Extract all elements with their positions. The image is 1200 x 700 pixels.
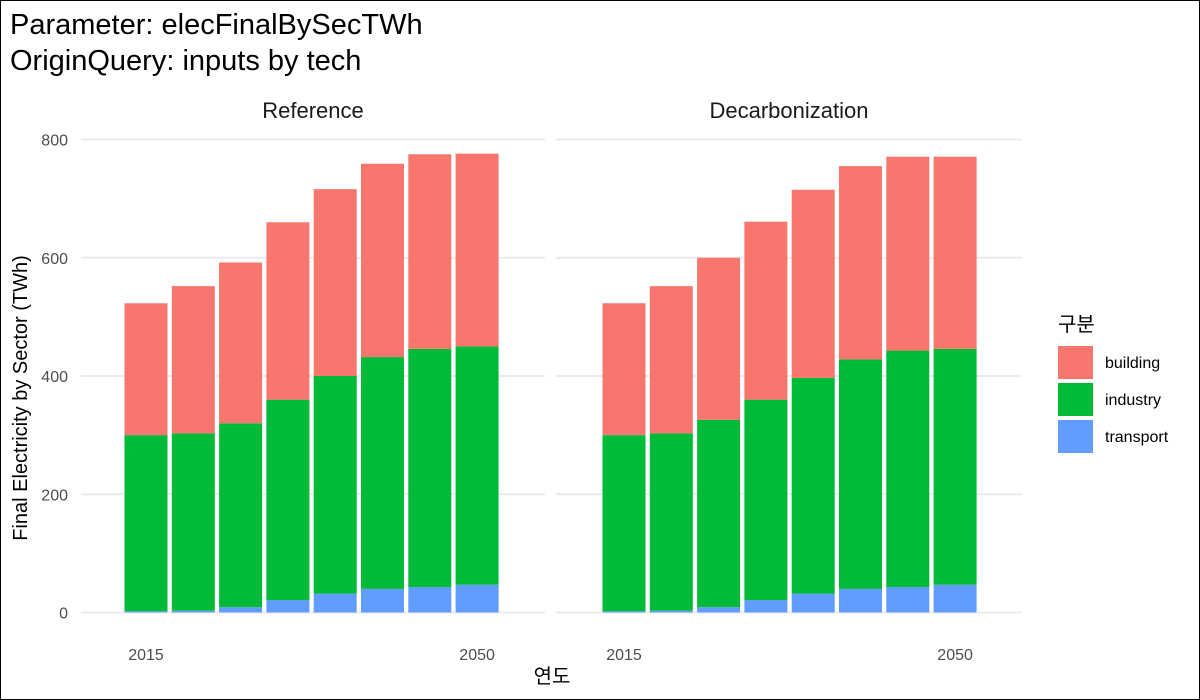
bar-transport-2050 [933,584,977,613]
bar-transport-2020 [171,610,215,613]
legend-label-industry: industry [1105,392,1161,409]
bar-industry-2015 [602,435,646,612]
bar-industry-2020 [649,433,693,611]
bar-building-2050 [455,153,499,347]
panel-decarbonization: Decarbonization 2015 2050 [556,98,1022,664]
panel-reference: Reference 0 200 400 600 800 2015 2050 [41,98,545,664]
bar-industry-2030 [744,399,788,601]
bar-transport-2045 [408,587,452,613]
bar-industry-2015 [124,435,168,612]
bar-building-2030 [266,222,310,400]
legend: 구분 building industry transport [1058,314,1169,453]
bar-transport-2040 [839,588,882,613]
bar-industry-2045 [408,348,452,588]
bar-industry-2050 [455,346,499,585]
bar-industry-2030 [266,399,310,601]
y-tick-label: 200 [41,487,68,504]
legend-title: 구분 [1058,314,1095,336]
legend-label-transport: transport [1105,429,1169,446]
bar-building-2045 [408,154,452,349]
bar-transport-2035 [313,593,357,613]
bar-transport-2030 [744,600,788,613]
legend-key-industry [1058,383,1093,416]
y-axis-label: Final Electricity by Sector (TWh) [10,255,32,541]
y-tick-label: 0 [59,606,68,623]
bar-building-2035 [313,189,357,376]
bar-transport-2050 [455,584,499,613]
bar-transport-2015 [124,611,168,613]
bar-building-2020 [649,286,693,434]
y-tick-label: 400 [41,369,68,386]
bar-building-2015 [602,303,646,436]
bar-building-2015 [124,303,168,436]
bar-industry-2045 [886,350,930,588]
y-tick-label: 800 [41,133,68,150]
legend-key-transport [1058,420,1093,453]
x-tick-label: 2050 [937,647,973,664]
bar-industry-2040 [361,357,404,589]
bar-building-2025 [219,262,263,424]
bar-industry-2025 [219,423,263,608]
bar-industry-2020 [171,433,215,611]
legend-key-building [1058,346,1093,379]
chart-title-line-1: Parameter: elecFinalBySecTWh [10,9,423,41]
bar-building-2025 [697,257,741,420]
chart-title-line-2: OriginQuery: inputs by tech [10,45,361,77]
legend-label-building: building [1105,355,1160,372]
bar-transport-2030 [266,600,310,613]
bar-transport-2015 [602,611,646,613]
bar-building-2030 [744,221,788,400]
bar-transport-2025 [697,607,741,613]
bar-building-2050 [933,156,977,349]
bar-transport-2035 [791,593,835,613]
facet-strip-label: Reference [262,98,364,123]
bar-building-2045 [886,156,930,351]
facet-strip-label: Decarbonization [710,98,869,123]
x-tick-label: 2050 [459,647,495,664]
bar-industry-2050 [933,348,977,585]
bar-industry-2025 [697,419,741,608]
bar-building-2040 [361,163,404,358]
bar-transport-2020 [649,610,693,613]
x-tick-label: 2015 [128,647,164,664]
bar-industry-2040 [839,359,882,589]
bar-transport-2025 [219,607,263,613]
bar-industry-2035 [313,376,357,594]
bar-transport-2045 [886,587,930,613]
x-axis-label: 연도 [534,665,571,688]
bar-industry-2035 [791,377,835,594]
bar-building-2040 [839,166,882,360]
bar-transport-2040 [361,588,404,613]
bar-building-2020 [171,286,215,434]
x-tick-label: 2015 [606,647,642,664]
y-tick-label: 600 [41,251,68,268]
bar-building-2035 [791,189,835,378]
